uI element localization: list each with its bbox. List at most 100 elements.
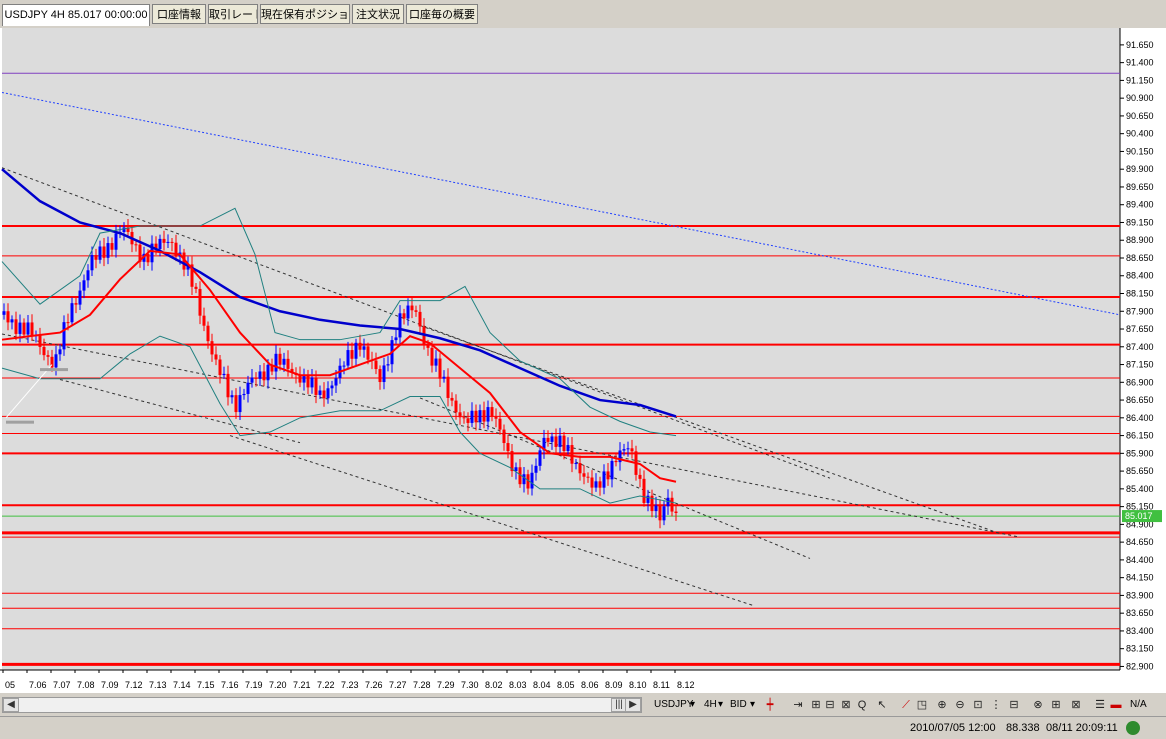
candle-body: [70, 303, 74, 323]
tab-trade-rates[interactable]: 取引レート: [208, 4, 258, 24]
candle-body: [166, 241, 170, 243]
date-tick-label: 7.12: [125, 680, 143, 690]
date-tick-label: 7.29: [437, 680, 455, 690]
zoom-out-icon[interactable]: ⊖: [955, 699, 965, 711]
candle-body: [498, 418, 502, 430]
candle-body: [470, 410, 474, 423]
gann-icon[interactable]: ⊞: [1051, 699, 1061, 711]
candle-body: [318, 390, 322, 395]
candle-body: [474, 410, 478, 423]
tab-account-info[interactable]: 口座情報: [152, 4, 206, 24]
candle-body: [638, 474, 642, 479]
price-tick-label: 85.150: [1126, 502, 1154, 512]
candle-body: [134, 244, 138, 246]
candle-body: [566, 445, 570, 452]
candle-body: [534, 465, 538, 473]
price-tick-label: 86.900: [1126, 377, 1154, 387]
candle-body: [530, 472, 534, 489]
candle-body: [170, 241, 174, 243]
date-tick-label: 8.12: [677, 680, 695, 690]
candle-body: [394, 337, 398, 341]
tab-usdjpy-chart[interactable]: USDJPY 4H 85.017 00:00:00: [2, 4, 150, 26]
crosshair-icon[interactable]: ⊠: [841, 699, 851, 711]
candle-body: [230, 395, 234, 398]
scroll-left-button[interactable]: ◀: [3, 698, 19, 712]
tab-orders[interactable]: 注文状況: [352, 4, 404, 24]
symbol-dropdown-icon[interactable]: ▾: [690, 699, 696, 710]
trendline-icon[interactable]: ⟋: [902, 699, 910, 711]
scroll-end-icon[interactable]: ⇥: [793, 699, 803, 711]
price-tick-label: 84.400: [1126, 555, 1154, 565]
candle-body: [526, 474, 530, 489]
candle-body: [86, 270, 90, 281]
search-icon[interactable]: Q: [857, 699, 867, 711]
candlestick-chart[interactable]: 91.650 91.400 91.150 90.900 90.650 90.400 90.1…: [0, 28, 1166, 692]
status-clock: 08/11 20:09:11: [1046, 722, 1118, 734]
price-tick-label: 91.650: [1126, 40, 1154, 50]
candle-body: [662, 506, 666, 521]
grid-icon[interactable]: ⊞: [811, 699, 821, 711]
chart-toolbar: ◀ ||| ▶ USDJPY ▾ 4H ▾ BID ▾ ┿ ⇥ ⊞ ⊟ ⊠ Q …: [0, 692, 1166, 717]
candle-body: [94, 255, 98, 260]
candle-body: [542, 437, 546, 451]
timeframe-select[interactable]: 4H: [704, 699, 717, 710]
scroll-right-button[interactable]: ▶: [625, 698, 641, 712]
candle-body: [162, 238, 166, 243]
annotation-marker: [40, 368, 68, 372]
chart-area[interactable]: 91.650 91.400 91.150 90.900 90.650 90.400 90.1…: [0, 28, 1166, 692]
candle-body: [590, 477, 594, 488]
timeframe-dropdown-icon[interactable]: ▾: [718, 699, 724, 710]
candle-body: [174, 242, 178, 257]
candle-body: [226, 373, 230, 398]
cycle-icon[interactable]: ⊗: [1033, 699, 1043, 711]
text-tool-icon[interactable]: ⊠: [1071, 699, 1081, 711]
candle-body: [282, 358, 286, 365]
color-icon[interactable]: ▬: [1110, 699, 1122, 711]
price-tick-label: 87.650: [1126, 324, 1154, 334]
candle-body: [242, 393, 246, 396]
fib-icon[interactable]: ⋮: [990, 699, 1002, 711]
price-tick-label: 90.900: [1126, 93, 1154, 103]
zoom-in-icon[interactable]: ⊕: [937, 699, 947, 711]
candle-type-icon[interactable]: ┿: [766, 699, 774, 711]
side-select[interactable]: BID: [730, 699, 747, 710]
tab-positions[interactable]: 現在保有ポジション: [260, 4, 350, 24]
candle-body: [462, 417, 466, 419]
price-tick-label: 84.900: [1126, 519, 1154, 529]
candle-body: [194, 286, 198, 289]
date-tick-label: 7.28: [413, 680, 431, 690]
candle-body: [482, 410, 486, 422]
date-tick-label: 7.23: [341, 680, 359, 690]
side-dropdown-icon[interactable]: ▾: [750, 699, 756, 710]
candle-body: [510, 451, 514, 472]
period-sep-icon[interactable]: ⊟: [825, 699, 835, 711]
date-tick-label: 8.05: [557, 680, 575, 690]
candle-body: [658, 505, 662, 521]
price-tick-label: 82.900: [1126, 661, 1154, 671]
horizontal-scrollbar[interactable]: ◀ ||| ▶: [2, 697, 642, 713]
date-tick-label: 7.16: [221, 680, 239, 690]
cursor-icon[interactable]: ↖: [877, 699, 887, 711]
candle-body: [2, 311, 6, 315]
candle-body: [366, 346, 370, 360]
candle-body: [666, 497, 670, 507]
candle-body: [610, 460, 614, 480]
chart-bars-icon[interactable]: ⊡: [973, 699, 983, 711]
channel-line-4: [229, 435, 756, 607]
symbol-select[interactable]: USDJPY: [654, 699, 694, 710]
current-price-label: 85.017: [1125, 511, 1153, 521]
na-select[interactable]: N/A: [1130, 699, 1147, 710]
candle-body: [630, 448, 634, 452]
price-tick-label: 85.400: [1126, 484, 1154, 494]
candle-body: [46, 355, 50, 357]
price-tick-label: 87.900: [1126, 306, 1154, 316]
candle-body: [606, 471, 610, 480]
template-icon[interactable]: ☰: [1095, 699, 1105, 711]
candle-body: [650, 495, 654, 512]
channel-icon[interactable]: ⊟: [1009, 699, 1019, 711]
date-tick-label: 7.20: [269, 680, 287, 690]
candle-body: [270, 364, 274, 372]
tab-account-summary[interactable]: 口座毎の概要: [406, 4, 478, 24]
shapes-icon[interactable]: ◳: [916, 699, 928, 711]
candle-body: [478, 410, 482, 423]
